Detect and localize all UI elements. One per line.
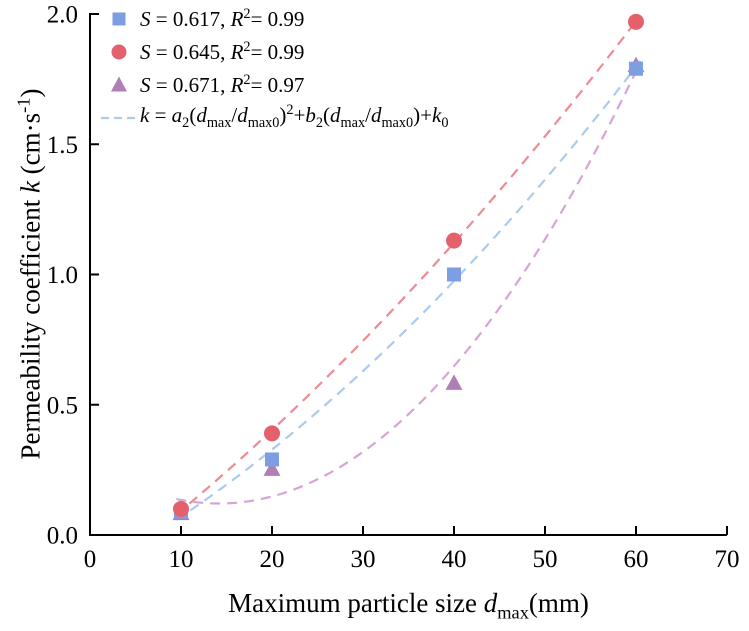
x-tick-label: 60 (624, 546, 649, 573)
fit-curve-0 (175, 60, 642, 521)
data-point-circle (173, 500, 189, 517)
circle-marker-icon (98, 41, 140, 63)
fit-curve-1 (175, 14, 642, 516)
y-tick-label: 2.0 (47, 2, 78, 29)
legend-item-0-label: S = 0.617, R2= 0.99 (140, 5, 305, 31)
x-tick-label: 10 (169, 546, 194, 573)
data-point-circle (628, 13, 644, 30)
data-point-triangle (263, 460, 281, 476)
fit-curve-2 (176, 61, 642, 505)
x-tick-label: 20 (260, 546, 285, 573)
y-tick-label: 1.5 (47, 132, 78, 159)
x-axis-label: Maximum particle size dmax(mm) (228, 588, 589, 623)
x-tick-label: 70 (715, 546, 740, 573)
x-tick-label: 40 (442, 546, 467, 573)
legend-item-1-label: S = 0.645, R2= 0.99 (140, 38, 305, 64)
y-tick-label: 0.5 (47, 392, 78, 419)
legend-item-1: S = 0.645, R2= 0.99 (98, 35, 448, 68)
legend-item-2: S = 0.671, R2= 0.97 (98, 68, 448, 101)
legend-item-2-label: S = 0.671, R2= 0.97 (140, 71, 305, 97)
data-point-triangle (445, 374, 463, 390)
data-point-square (265, 452, 279, 467)
data-point-circle (264, 425, 280, 442)
dashed-line-icon (98, 107, 140, 129)
legend-item-0: S = 0.617, R2= 0.99 (98, 2, 448, 35)
legend: S = 0.617, R2= 0.99 S = 0.645, R2= 0.99 S … (98, 2, 448, 134)
y-tick-label: 0.0 (47, 523, 78, 550)
data-point-square (629, 61, 643, 76)
legend-item-fit-equation-label: k = a2(dmax/dmax0)2+b2(dmax/dmax0)+k0 (140, 102, 449, 132)
x-tick-label: 50 (533, 546, 558, 573)
y-tick-label: 1.0 (47, 262, 78, 289)
x-tick-label: 0 (84, 546, 97, 573)
y-axis-label: Permeability coefficient k (cm·s-1) (13, 88, 46, 460)
data-point-circle (446, 232, 462, 249)
legend-item-fit-equation: k = a2(dmax/dmax0)2+b2(dmax/dmax0)+k0 (98, 101, 448, 134)
square-marker-icon (98, 8, 140, 30)
data-point-square (447, 267, 461, 282)
triangle-marker-icon (98, 74, 140, 96)
x-tick-label: 30 (351, 546, 376, 573)
